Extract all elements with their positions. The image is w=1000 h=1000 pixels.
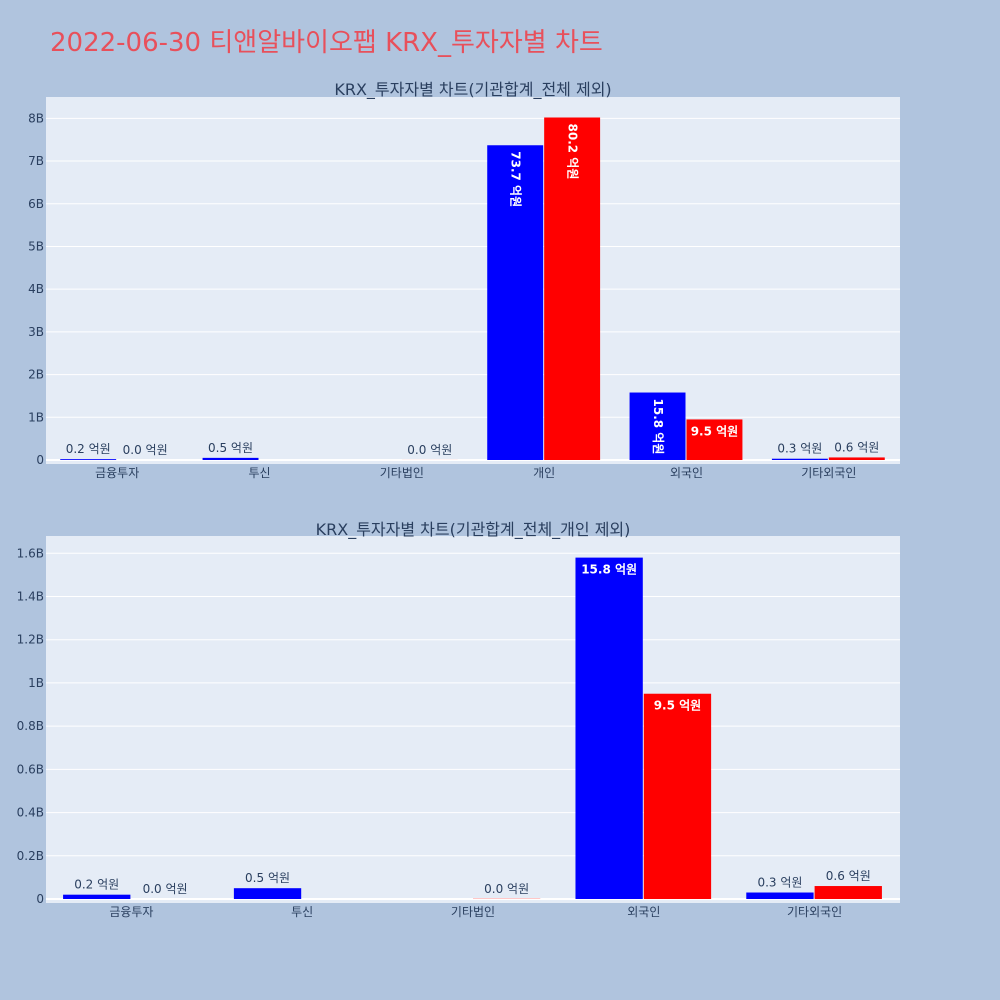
y-tick-label: 1.4B: [17, 590, 44, 604]
x-tick-label: 기타법인: [451, 905, 495, 919]
y-tick-label: 0.4B: [17, 806, 44, 820]
plot-area: [46, 536, 900, 903]
bar: [202, 457, 259, 460]
x-tick-label: 기타외국인: [801, 466, 856, 480]
bar: [60, 459, 117, 460]
y-tick-label: 0.8B: [17, 719, 44, 733]
data-label: 73.7 억원: [509, 151, 523, 207]
bar: [63, 894, 131, 899]
bar: [233, 888, 302, 899]
data-label: 80.2 억원: [566, 123, 580, 179]
x-tick-label: 투신: [248, 466, 270, 480]
y-tick-label: 7B: [28, 154, 44, 168]
y-tick-label: 0: [36, 453, 44, 467]
data-label: 0.2 억원: [74, 878, 119, 892]
data-label: 15.8 억원: [581, 563, 637, 577]
data-label: 0.0 억원: [407, 443, 452, 457]
bar: [643, 693, 712, 899]
data-label: 0.5 억원: [245, 871, 290, 885]
page-title: 2022-06-30 티앤알바이오팹 KRX_투자자별 차트: [50, 28, 603, 58]
bar: [828, 457, 885, 460]
chart-panel-bottom: KRX_투자자별 차트(기관합계_전체_개인 제외) 0 0.2B 0.4B 0.6B…: [17, 520, 900, 919]
data-label: 15.8 억원: [651, 399, 665, 455]
data-label: 0.6 억원: [826, 869, 871, 883]
bar: [629, 392, 686, 460]
x-tick-label: 기타법인: [380, 466, 424, 480]
x-tick-label: 기타외국인: [787, 905, 842, 919]
data-label: 0.2 억원: [66, 442, 111, 456]
bar: [544, 117, 601, 460]
bar: [814, 886, 882, 899]
y-tick-label: 1.6B: [17, 546, 44, 560]
bar: [575, 557, 643, 899]
y-tick-label: 0: [36, 892, 44, 906]
x-tick-label: 투신: [291, 905, 313, 919]
y-tick-label: 1.2B: [17, 633, 44, 647]
y-tick-label: 4B: [28, 282, 44, 296]
x-tick-label: 금융투자: [95, 466, 139, 480]
y-tick-label: 1B: [28, 410, 44, 424]
data-label: 9.5 억원: [691, 424, 739, 438]
bar: [746, 892, 814, 899]
x-tick-label: 개인: [533, 466, 555, 480]
y-tick-label: 3B: [28, 325, 44, 339]
y-tick-label: 2B: [28, 368, 44, 382]
y-tick-label: 6B: [28, 197, 44, 211]
data-label: 0.6 억원: [834, 440, 879, 454]
data-label: 0.3 억원: [777, 442, 822, 456]
x-tick-label: 외국인: [670, 466, 703, 480]
bar: [771, 458, 828, 460]
y-tick-label: 8B: [28, 111, 44, 125]
data-label: 0.0 억원: [484, 882, 529, 896]
y-tick-label: 0.6B: [17, 762, 44, 776]
chart-title-top: KRX_투자자별 차트(기관합계_전체 제외): [334, 80, 611, 100]
bar: [487, 145, 544, 461]
y-tick-label: 5B: [28, 239, 44, 253]
bar: [686, 419, 743, 460]
chart-title-bottom: KRX_투자자별 차트(기관합계_전체_개인 제외): [316, 520, 631, 540]
data-label: 9.5 억원: [654, 699, 702, 713]
data-label: 0.0 억원: [123, 443, 168, 457]
chart-panel-top: KRX_투자자별 차트(기관합계_전체 제외) 0 1B 2B 3B 4B 5B 6B 7B 8…: [28, 80, 900, 480]
data-label: 0.5 억원: [208, 441, 253, 455]
data-label: 0.3 억원: [757, 876, 802, 890]
x-tick-label: 외국인: [627, 905, 660, 919]
plot-area: [46, 97, 900, 464]
y-tick-label: 1B: [28, 676, 44, 690]
y-tick-label: 0.2B: [17, 849, 44, 863]
x-tick-label: 금융투자: [109, 905, 153, 919]
data-label: 0.0 억원: [143, 882, 188, 896]
